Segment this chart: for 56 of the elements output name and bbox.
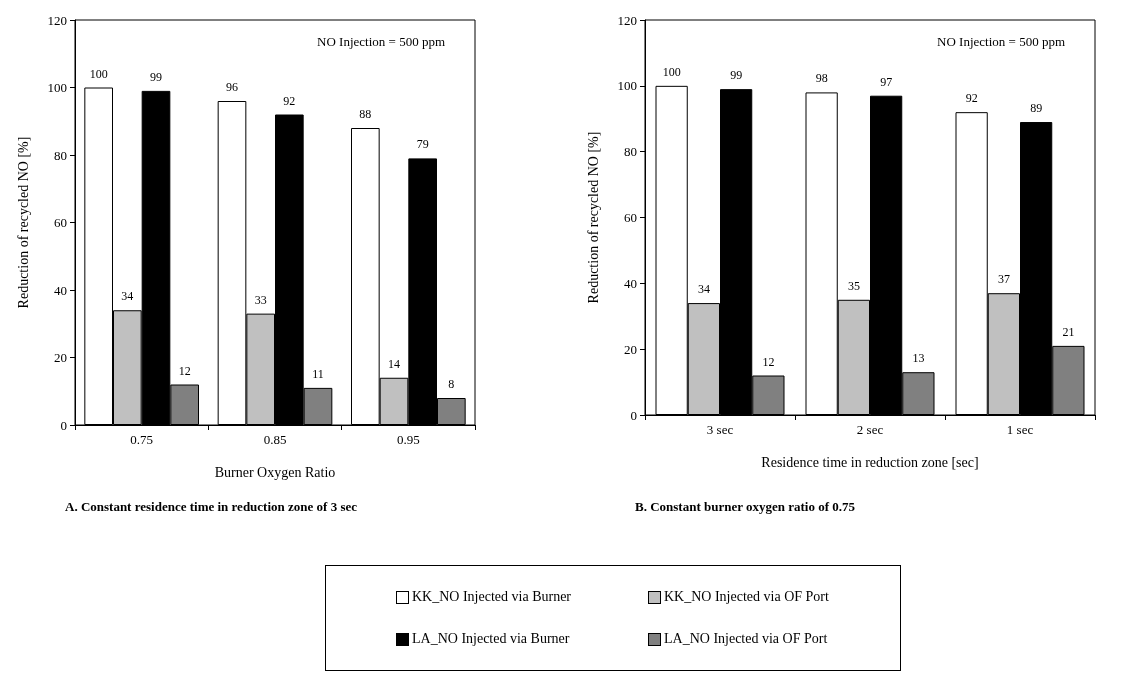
data-label: 12 [178,363,191,378]
data-label: 13 [912,351,925,366]
legend-label: LA_NO Injected via OF Port [664,631,828,647]
y-tick-label: 80 [54,147,67,163]
data-label: 79 [416,137,429,152]
annotation: NO Injection = 500 ppm [317,34,446,49]
y-tick-label: 60 [624,210,637,225]
data-label: 89 [1030,101,1043,116]
data-label: 99 [730,68,743,83]
y-tick-label: 100 [617,78,637,94]
data-label: 34 [697,282,710,297]
data-label: 98 [815,71,828,86]
data-label: 97 [880,74,893,89]
data-label: 92 [283,93,296,108]
y-tick-label: 80 [624,144,637,160]
data-label: 12 [762,354,775,369]
y-tick-label: 0 [630,407,637,423]
x-tick-label: 1 sec [1006,422,1034,437]
y-tick-label: 20 [54,350,67,365]
y-tick-label: 0 [60,417,67,433]
y-tick-label: 40 [54,282,67,298]
legend-label: KK_NO Injected via OF Port [664,589,829,605]
y-tick-label: 100 [47,80,67,95]
annotation: NO Injection = 500 ppm [937,34,1066,49]
data-label: 99 [150,69,162,84]
data-label: 88 [359,107,372,121]
x-tick-label: 0.95 [396,432,420,447]
x-axis-title: Residence time in reduction zone [sec] [761,454,979,470]
text: B. Constant burner oxygen ratio of 0.75 [635,499,856,514]
y-tick-label: 60 [54,215,67,230]
data-label: 14 [388,356,400,371]
x-tick-label: 0.85 [263,432,287,447]
y-tick-label: 120 [617,12,637,28]
y-axis-title: Reduction of recycled NO [%] [15,136,31,309]
data-label: 34 [121,289,134,304]
y-axis-title: Reduction of recycled NO [%] [585,131,601,304]
data-label: 35 [847,278,860,293]
x-axis-title: Burner Oxygen Ratio [214,464,336,480]
data-label: 8 [448,377,455,391]
data-label: 100 [89,66,108,81]
text: A. Constant residence time in reduction zone of 3 sec [65,499,358,514]
y-tick-label: 40 [624,275,637,291]
data-label: 96 [226,80,238,94]
data-label: 100 [662,64,681,79]
x-tick-label: 2 sec [856,422,884,437]
data-label: 11 [312,366,324,381]
y-tick-label: 20 [624,341,637,357]
x-tick-label: 0.75 [130,432,154,447]
legend-label: LA_NO Injected via Burner [412,631,570,647]
y-tick-label: 120 [47,12,67,28]
data-label: 21 [1062,324,1075,339]
data-label: 37 [997,272,1010,287]
legend-label: KK_NO Injected via Burner [412,589,572,605]
x-tick-label: 3 sec [706,422,734,437]
data-label: 33 [254,292,267,307]
data-label: 92 [965,91,978,106]
